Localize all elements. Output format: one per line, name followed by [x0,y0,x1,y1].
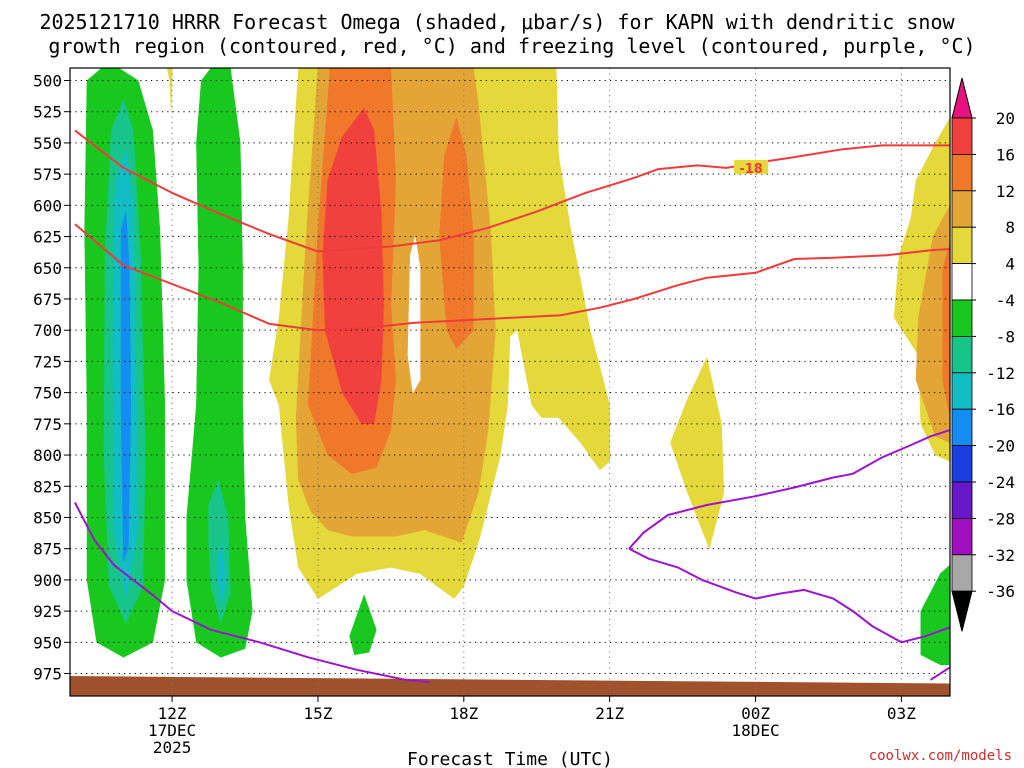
colorbar-label: 16 [996,145,1015,164]
y-tick-label: 775 [33,415,62,434]
y-tick-label: 500 [33,71,62,90]
y-tick-label: 625 [33,228,62,247]
x-axis-title: Forecast Time (UTC) [407,749,613,768]
colorbar-label: 4 [1005,255,1015,274]
shaded-region-red-core [322,107,384,425]
colorbar-label: -8 [996,327,1015,346]
colorbar-label: -32 [986,546,1015,565]
contour-label-bg [734,159,769,174]
colorbar-bin [951,481,973,519]
y-tick-label: 525 [33,103,62,122]
purple-contour-2 [628,547,950,644]
title-line-1: 2025121710 HRRR Forecast Omega (shaded, … [39,10,955,34]
colorbar-bin [951,335,973,374]
shaded-region-white-sliver [407,236,421,394]
colorbar-label: -28 [986,509,1015,528]
credit-text: coolwx.com/models [869,748,1012,764]
x-tick-label: 2025 [153,738,192,757]
terrain-layer [70,676,950,696]
colorbar-arrow-bottom [951,590,973,632]
red-contour-0 [74,129,950,253]
y-tick-label: 900 [33,571,62,590]
plot-frame [69,67,951,697]
colorbar-label: -24 [986,473,1015,492]
x-tick-label: 00Z [741,704,770,723]
y-tick-label: 975 [33,665,62,684]
purple-contour-1 [628,429,950,550]
y-tick-label: 825 [33,477,62,496]
colorbar-label: 8 [1005,218,1015,237]
colorbar: 20 16 12 8 4 -4 -8 -12 -16 -20 -24 -28 -32 -36 [951,77,1015,632]
colorbar-label: 20 [996,109,1015,128]
contour-lines: -18 [74,129,950,684]
contour-label: -18 [739,162,763,177]
shaded-region-green-band-east [186,68,253,658]
terrain-band [70,676,950,696]
colorbar-label: -36 [986,582,1015,601]
red-contour-1 [74,223,950,332]
colorbar-bin [951,518,973,556]
y-tick-label: 675 [33,290,62,309]
colorbar-bin [951,190,973,228]
shaded-region-green-spot [349,594,377,656]
colorbar-bin [951,226,973,264]
colorbar-label: -4 [996,291,1015,310]
shaded-region-green-spot-se [920,564,950,666]
x-tick-label: 12Z [158,704,187,723]
y-tick-label: 725 [33,352,62,371]
y-axis: 500 525 550 575 600 625 650 675 700 725 750 775 800 8… [33,71,70,684]
colorbar-bin [951,554,973,592]
shaded-region-orange-light-east [915,205,950,443]
x-tick-label: 17DEC [148,721,196,740]
colorbar-label: -16 [986,400,1015,419]
shaded-region-orange-east-edge [942,242,950,418]
x-tick-label: 18Z [449,704,478,723]
x-tick-label: 03Z [887,704,916,723]
colorbar-label: -12 [986,364,1015,383]
colorbar-label: 12 [996,182,1015,201]
x-tick-label: 21Z [595,704,624,723]
y-tick-label: 700 [33,321,62,340]
shaded-region-orange-side [439,117,474,350]
shaded-region-cyan-spot-east [218,542,226,603]
grid-lines [70,68,950,696]
colorbar-bin [951,153,973,192]
colorbar-bin [951,299,973,337]
y-tick-label: 950 [33,633,62,652]
colorbar-bin [951,372,973,410]
y-tick-label: 800 [33,446,62,465]
purple-contour-0 [74,502,430,684]
y-tick-label: 575 [33,165,62,184]
y-tick-label: 550 [33,134,62,153]
shaded-region-yellow-blob-mid [670,356,725,550]
colorbar-bin [951,408,973,447]
shaded-region-blue-band-west [120,211,132,562]
y-tick-label: 600 [33,196,62,215]
x-tick-label: 18DEC [731,721,779,740]
purple-contour-3 [930,666,950,681]
colorbar-bin [951,445,973,483]
x-tick-label: 15Z [304,704,333,723]
y-tick-label: 850 [33,508,62,527]
colorbar-bin [951,263,973,301]
title-line-2: growth region (contoured, red, °C) and f… [48,34,975,58]
y-tick-label: 650 [33,259,62,278]
y-tick-label: 875 [33,540,62,559]
colorbar-label: -20 [986,437,1015,456]
y-tick-label: 750 [33,384,62,403]
y-tick-label: 925 [33,602,62,621]
colorbar-bin [951,117,973,155]
